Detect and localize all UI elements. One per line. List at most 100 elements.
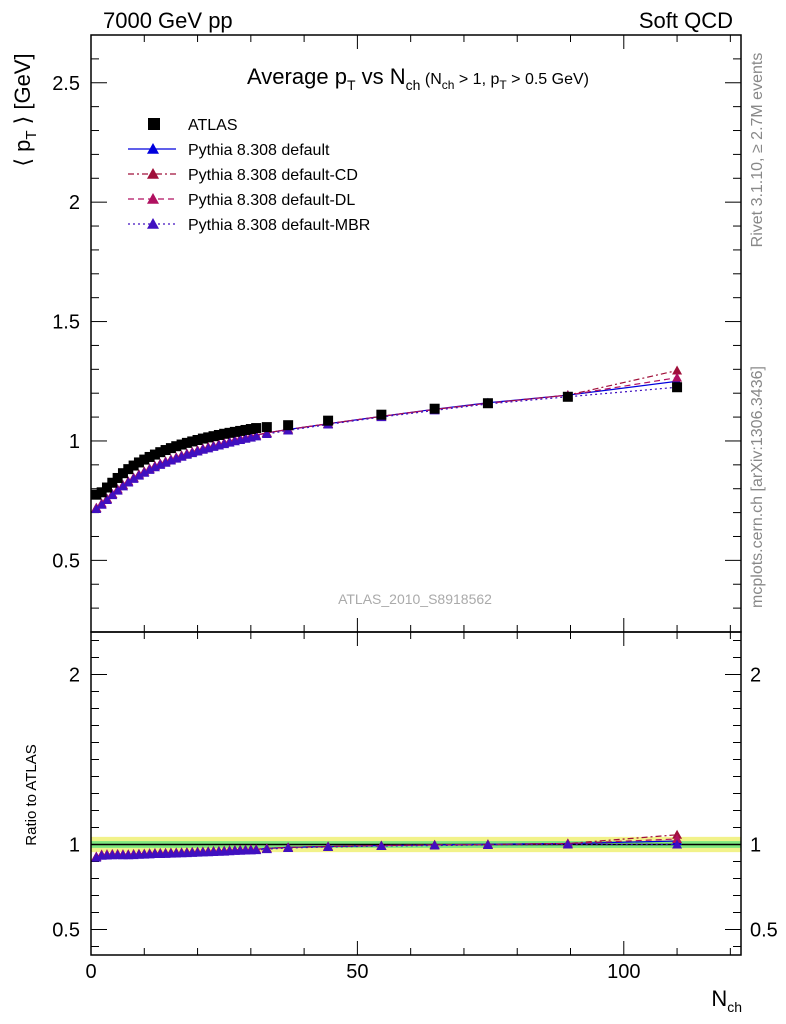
series-point [672,365,683,375]
atlas-point [245,424,256,435]
ratio-y-tick-label-right: 0.5 [750,920,778,942]
atlas-point [376,409,387,420]
atlas-point [429,403,440,414]
ratio-point [283,843,294,853]
atlas-point [562,391,573,402]
header-right: Soft QCD [639,8,733,33]
atlas-point [181,437,192,448]
atlas-point [240,424,251,435]
series-point [144,464,155,474]
legend: ATLAS Pythia 8.308 default Pythia 8.308 de… [128,117,370,234]
atlas-point [323,415,334,426]
atlas-point [283,420,294,431]
ratio-y-tick-label-left: 2 [69,665,80,687]
x-tick-label: 100 [607,961,640,983]
analysis-watermark: ATLAS_2010_S8918562 [338,591,492,607]
series-point [133,470,144,480]
atlas-point [112,472,123,483]
legend-label: Pythia 8.308 default-DL [188,192,355,209]
series-point [112,485,123,495]
x-tick-label: 50 [346,961,368,983]
series-point [251,431,262,441]
ratio-point [323,842,334,852]
atlas-point [128,460,139,471]
atlas-point [160,445,171,456]
y-tick-label: 1 [69,431,80,453]
series-point [123,477,134,487]
legend-entry: Pythia 8.308 default-DL [128,192,355,209]
legend-label: Pythia 8.308 default [188,142,330,159]
series-point [139,467,150,477]
atlas-point [672,382,683,393]
series-point [149,462,160,472]
plot-title: Average pT vs Nch (Nch > 1, pT > 0.5 GeV… [247,64,589,93]
ratio-y-tick-label-left: 1 [69,835,80,857]
ylabel-ratio: Ratio to ATLAS [23,744,40,845]
legend-entry: ATLAS [148,117,238,134]
atlas-point [235,425,246,436]
series-point [672,372,683,382]
legend-entry: Pythia 8.308 default-CD [128,167,358,184]
x-tick-label: 0 [85,961,96,983]
legend-marker [147,193,159,204]
series-point [107,490,118,500]
atlas-point [229,426,240,437]
atlas-point [96,487,107,498]
ratio-y-tick-label-right: 2 [750,665,761,687]
atlas-point [192,435,203,446]
atlas-point [213,429,224,440]
ylabel-top: ⟨ pT ⟩ [GeV] [10,53,40,166]
atlas-point [261,422,272,433]
atlas-point [107,477,118,488]
atlas-point [101,482,112,493]
atlas-point [197,433,208,444]
ratio-point [482,839,493,849]
atlas-point [123,464,134,475]
ratio-point [672,839,683,849]
ratio-point [376,841,387,851]
xlabel: Nch [711,986,742,1015]
legend-label: ATLAS [188,117,238,134]
atlas-point [176,439,187,450]
ratio-y-tick-label-right: 1 [750,835,761,857]
atlas-point [133,457,144,468]
ratio-point [562,839,573,849]
atlas-point [224,427,235,438]
atlas-point [117,468,128,479]
ratio-panel-frame [90,631,742,956]
series-point [101,494,112,504]
atlas-point [171,441,182,452]
series-point [261,429,272,439]
ratio-point [251,845,262,855]
y-tick-label: 0.5 [52,550,80,572]
series-point [96,499,107,509]
atlas-point [187,436,198,447]
mcplots-label: mcplots.cern.ch [arXiv:1306.3436] [749,366,766,608]
y-tick-label: 1.5 [52,312,80,334]
legend-marker [147,168,159,179]
axis-ticks: 0 50 100 0.5 1 1.5 2 2.5 0.5 0.5 1 1 2 2 [52,34,778,983]
legend-entry: Pythia 8.308 default-MBR [128,217,370,234]
legend-entry: Pythia 8.308 default [128,142,330,159]
series-point [128,473,139,483]
legend-marker [147,218,159,229]
atlas-point [165,443,176,454]
atlas-point [208,431,219,442]
atlas-point [139,454,150,465]
atlas-point [149,449,160,460]
series-atlas [91,382,683,500]
atlas-point [251,423,262,434]
svg-text:⟨ pT ⟩ [GeV]: ⟨ pT ⟩ [GeV] [10,53,40,166]
ratio-point [261,844,272,854]
atlas-point [482,398,493,409]
y-tick-label: 2 [69,192,80,214]
atlas-point [144,451,155,462]
atlas-point [91,489,102,500]
ratio-y-tick-label-left: 0.5 [52,920,80,942]
y-tick-label: 2.5 [52,73,80,95]
header-left: 7000 GeV pp [103,8,233,33]
ratio-point [672,833,683,843]
legend-label: Pythia 8.308 default-MBR [188,217,370,234]
series-layer [91,365,683,862]
